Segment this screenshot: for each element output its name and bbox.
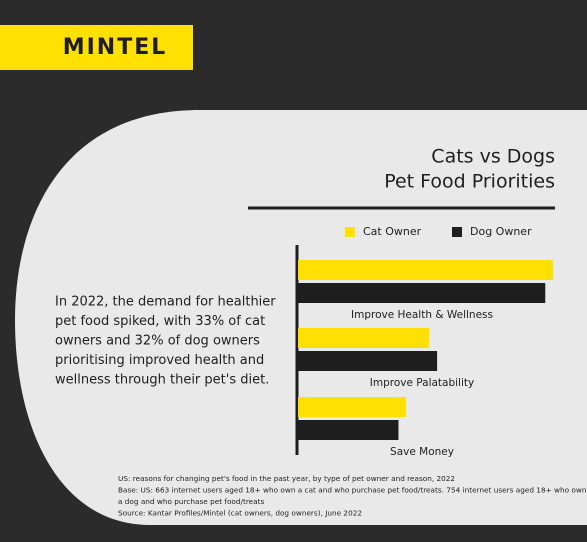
- description-line: wellness through their pet's diet.: [55, 373, 269, 388]
- chart-title: Cats vs Dogs: [431, 146, 555, 168]
- footnote: a dog and who purchase pet food/treats: [118, 497, 264, 506]
- footnote: US: reasons for changing pet's food in t…: [118, 474, 455, 483]
- legend-swatch: [452, 227, 462, 237]
- category-label: Improve Health & Wellness: [351, 309, 493, 321]
- logo: MINTEL: [63, 35, 168, 60]
- bar: [298, 260, 553, 280]
- legend-label: Cat Owner: [363, 225, 422, 238]
- category-label: Improve Palatability: [370, 377, 474, 389]
- legend-swatch: [345, 227, 355, 237]
- bar: [298, 351, 438, 371]
- bar: [298, 283, 546, 303]
- category-label: Save Money: [390, 446, 454, 458]
- chart-title: Pet Food Priorities: [384, 171, 555, 193]
- description-line: prioritising improved health and: [55, 353, 264, 368]
- footnote: Source: Kantar Profiles/Mintel (cat owne…: [118, 509, 362, 518]
- bar: [298, 420, 399, 440]
- description-line: pet food spiked, with 33% of cat: [55, 314, 265, 329]
- legend-label: Dog Owner: [470, 225, 532, 238]
- description-line: In 2022, the demand for healthier: [55, 295, 276, 310]
- logo-box: [0, 25, 193, 70]
- bar: [298, 397, 407, 417]
- description-line: owners and 32% of dog owners: [55, 334, 260, 349]
- footnote: Base: US: 663 internet users aged 18+ wh…: [118, 486, 586, 495]
- bar: [298, 328, 430, 348]
- panel: [15, 110, 587, 525]
